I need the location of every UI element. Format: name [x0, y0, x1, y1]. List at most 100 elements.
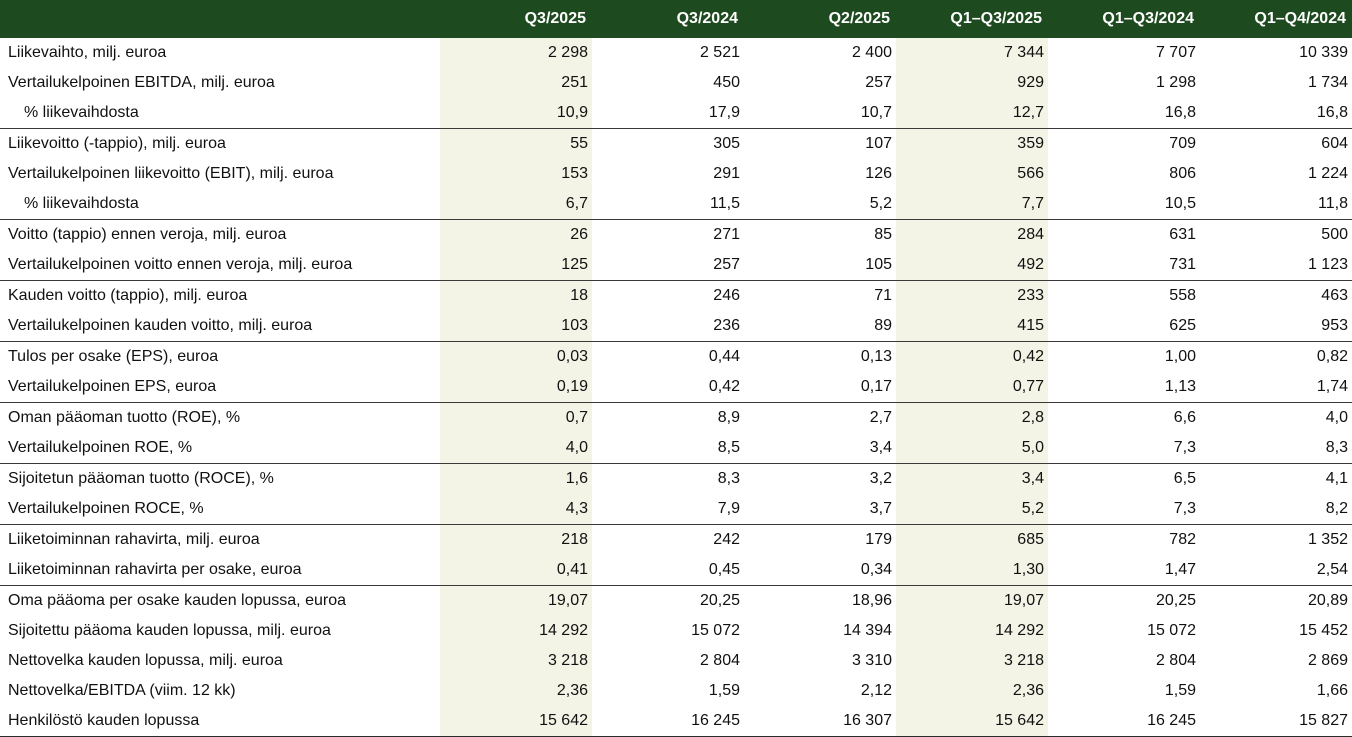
value-cell: 55	[440, 128, 592, 159]
value-cell: 7,3	[1048, 494, 1200, 525]
header-label-cell	[0, 0, 440, 38]
value-cell: 0,34	[744, 555, 896, 586]
value-cell: 463	[1321, 287, 1348, 304]
value-cell: 2 804	[699, 652, 740, 669]
row-label: Vertailukelpoinen EPS, euroa	[0, 372, 440, 403]
value-cell: 153	[440, 159, 592, 189]
value-cell: 12,7	[896, 98, 1048, 129]
table-row: Tulos per osake (EPS), euroa 0,03 0,44 0,13…	[0, 341, 1352, 372]
value-cell: 257	[865, 74, 892, 91]
value-cell: 236	[592, 311, 744, 342]
value-cell: 0,41	[440, 555, 592, 586]
table-row: Liiketoiminnan rahavirta, milj. euroa 218…	[0, 524, 1352, 555]
value-cell: 233	[896, 280, 1048, 311]
value-cell: 17,9	[592, 98, 744, 129]
value-cell: 11,8	[1200, 189, 1352, 220]
value-cell: 2 804	[1155, 652, 1196, 669]
value-cell: 4,0	[440, 433, 592, 464]
value-cell: 6,6	[1173, 409, 1196, 426]
value-cell: 2 400	[851, 44, 892, 61]
table-row: Nettovelka kauden lopussa, milj. euroa 3 …	[0, 646, 1352, 676]
value-cell: 8,9	[717, 409, 740, 426]
value-cell: 15 452	[1299, 622, 1348, 639]
table-row: Liiketoiminnan rahavirta per osake, euro…	[0, 555, 1352, 586]
table-row: Voitto (tappio) ennen veroja, milj. euro…	[0, 219, 1352, 250]
value-cell: 0,82	[1316, 348, 1348, 365]
value-cell: 126	[865, 165, 892, 182]
row-label: Vertailukelpoinen ROCE, %	[0, 494, 440, 525]
value-cell: 1 123	[1200, 250, 1352, 281]
value-cell: 4,1	[1325, 470, 1348, 487]
row-label: % liikevaihdosta	[0, 98, 440, 129]
value-cell: 18	[440, 280, 592, 311]
value-cell: 2,54	[1200, 555, 1352, 586]
value-cell: 103	[440, 311, 592, 342]
value-cell: 1,13	[1048, 372, 1200, 403]
value-cell: 1,6	[440, 463, 592, 494]
value-cell: 8,3	[717, 470, 740, 487]
value-cell: 1 224	[1307, 165, 1348, 182]
value-cell: 359	[896, 128, 1048, 159]
value-cell: 0,03	[440, 341, 592, 372]
column-header: Q1–Q3/2025	[896, 0, 1048, 38]
row-label: Nettovelka/EBITDA (viim. 12 kk)	[8, 682, 236, 699]
value-cell: 179	[865, 531, 892, 548]
row-label: Nettovelka kauden lopussa, milj. euroa	[8, 652, 283, 669]
value-cell: 685	[896, 524, 1048, 555]
value-cell: 107	[865, 135, 892, 152]
value-cell: 10 339	[1299, 44, 1348, 61]
value-cell: 5,2	[744, 189, 896, 220]
value-cell: 806	[1169, 165, 1196, 182]
value-cell: 10,9	[440, 98, 592, 129]
table-row: Vertailukelpoinen voitto ennen veroja, m…	[0, 250, 1352, 281]
table-row: Oma pääoma per osake kauden lopussa, eur…	[0, 585, 1352, 616]
row-label: Voitto (tappio) ennen veroja, milj. euro…	[8, 226, 287, 243]
value-cell: 415	[896, 311, 1048, 342]
row-label: Sijoitetun pääoman tuotto (ROCE), %	[8, 470, 274, 487]
value-cell: 125	[440, 250, 592, 281]
value-cell: 3 218	[896, 646, 1048, 676]
value-cell: 1,59	[708, 682, 740, 699]
row-label: Vertailukelpoinen EBITDA, milj. euroa	[8, 74, 275, 91]
value-cell: 85	[874, 226, 892, 243]
value-cell: 2 298	[440, 38, 592, 68]
value-cell: 251	[440, 68, 592, 98]
row-label: Tulos per osake (EPS), euroa	[8, 348, 219, 365]
column-header: Q1–Q3/2024	[1048, 0, 1200, 38]
row-label: Sijoitettu pääoma kauden lopussa, milj. …	[8, 622, 331, 639]
value-cell: 450	[713, 74, 740, 91]
table-body: Liikevaihto, milj. euroa 2 298 2 521 2 400 7…	[0, 38, 1352, 737]
row-label: Vertailukelpoinen kauden voitto, milj. e…	[0, 311, 440, 342]
table-row: Sijoitettu pääoma kauden lopussa, milj. …	[0, 616, 1352, 646]
value-cell: 16,8	[1200, 98, 1352, 129]
row-label: Vertailukelpoinen voitto ennen veroja, m…	[0, 250, 440, 281]
value-cell: 500	[1321, 226, 1348, 243]
value-cell: 3,4	[896, 463, 1048, 494]
value-cell: 2 521	[699, 44, 740, 61]
value-cell: 4,3	[440, 494, 592, 525]
table-row: Kauden voitto (tappio), milj. euroa 18 246…	[0, 280, 1352, 311]
row-label: Oman pääoman tuotto (ROE), %	[8, 409, 241, 426]
value-cell: 2,36	[440, 676, 592, 706]
value-cell: 0,45	[592, 555, 744, 586]
table-row: % liikevaihdosta 6,7 11,5 5,2 7,7 10,5 11,8	[0, 189, 1352, 220]
value-cell: 2,36	[896, 676, 1048, 706]
value-cell: 305	[713, 135, 740, 152]
row-label: Liikevaihto, milj. euroa	[8, 44, 167, 61]
header-row: Q3/2025 Q3/2024 Q2/2025 Q1–Q3/2025 Q1–Q3…	[0, 0, 1352, 38]
value-cell: 3 218	[440, 646, 592, 676]
value-cell: 0,42	[896, 341, 1048, 372]
value-cell: 16,8	[1048, 98, 1200, 129]
value-cell: 1,66	[1316, 682, 1348, 699]
value-cell: 558	[1169, 287, 1196, 304]
table-row: Liikevoitto (-tappio), milj. euroa 55 305 1…	[0, 128, 1352, 159]
value-cell: 89	[744, 311, 896, 342]
value-cell: 7,7	[896, 189, 1048, 220]
value-cell: 7,3	[1048, 433, 1200, 464]
row-label: Oma pääoma per osake kauden lopussa, eur…	[8, 592, 346, 609]
value-cell: 1,00	[1164, 348, 1196, 365]
value-cell: 105	[744, 250, 896, 281]
value-cell: 4,0	[1325, 409, 1348, 426]
value-cell: 257	[592, 250, 744, 281]
